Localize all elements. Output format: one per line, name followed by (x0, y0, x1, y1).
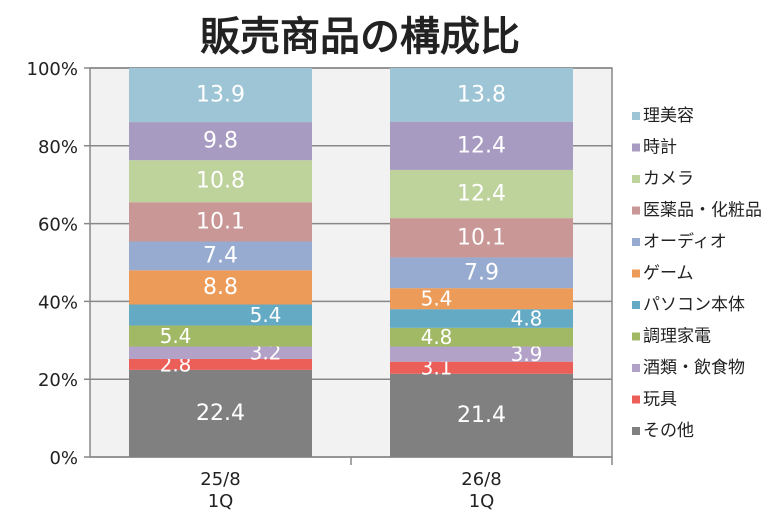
x-tick-label: 1Q (208, 491, 234, 512)
bar-segment (390, 327, 573, 347)
y-tick-label: 0% (49, 448, 78, 469)
data-label: 21.4 (457, 403, 506, 428)
bar-segment (129, 270, 312, 305)
y-tick-label: 100% (27, 59, 78, 80)
legend-swatch (632, 143, 640, 152)
legend-swatch (632, 238, 640, 246)
legend-label: 玩具 (643, 390, 677, 410)
bar-segment (129, 346, 312, 359)
data-label: 7.9 (464, 260, 499, 285)
legend-label: ゲーム (643, 264, 694, 284)
legend-swatch (632, 332, 640, 341)
bar-segment (390, 361, 573, 374)
data-label: 13.9 (196, 83, 245, 108)
data-label: 7.4 (203, 243, 238, 268)
legend-label: 酒類・飲食物 (643, 358, 745, 378)
bar-segment (129, 122, 312, 161)
bar-segment (129, 202, 312, 242)
legend-swatch (632, 206, 640, 215)
bar-segment (129, 241, 312, 271)
legend-swatch (632, 427, 640, 435)
bar-segment (390, 218, 573, 258)
bar-segment (390, 373, 573, 457)
y-tick-label: 60% (38, 215, 78, 236)
y-tick-label: 80% (38, 137, 78, 158)
x-tick-label: 1Q (469, 491, 495, 512)
data-label: 4.8 (511, 307, 543, 331)
x-tick-label: 25/8 (200, 469, 240, 490)
legend-label: 時計 (643, 138, 677, 158)
legend-label: 理美容 (643, 106, 694, 126)
bar-segment (129, 369, 312, 457)
legend-label: オーディオ (643, 231, 727, 252)
data-label: 10.1 (196, 209, 245, 234)
legend-swatch (632, 301, 640, 309)
bar-segment (129, 68, 312, 123)
legend-label: パソコン本体 (643, 295, 745, 315)
data-label: 12.4 (457, 133, 506, 158)
legend-swatch (632, 175, 640, 183)
bar-segment (390, 169, 573, 219)
legend-swatch (632, 112, 640, 120)
legend-label: その他 (643, 421, 694, 441)
legend-swatch (632, 395, 640, 404)
bar-segment (129, 325, 312, 347)
data-label: 5.4 (250, 303, 282, 327)
bar-segment (390, 288, 573, 310)
chart-title: 販売商品の構成比 (200, 14, 520, 60)
bar-segment (390, 257, 573, 289)
bar-segment (390, 309, 573, 328)
bar-segment (390, 68, 573, 122)
data-label: 22.4 (196, 401, 245, 426)
y-tick-label: 40% (38, 292, 78, 313)
data-label: 4.8 (421, 325, 453, 349)
x-tick-label: 26/8 (461, 469, 501, 490)
bar-segment (129, 160, 312, 203)
data-label: 9.8 (203, 129, 238, 154)
bar-segment (390, 121, 573, 170)
data-label: 5.4 (160, 324, 192, 348)
legend-label: カメラ (643, 169, 694, 189)
bar-segment (129, 304, 312, 326)
legend-label: 医薬品・化粧品 (643, 201, 762, 221)
data-label: 10.1 (457, 225, 506, 250)
data-label: 5.4 (421, 287, 453, 311)
bar-segment (390, 346, 573, 362)
y-tick-label: 20% (38, 370, 78, 391)
data-label: 8.8 (203, 275, 238, 300)
data-label: 12.4 (457, 182, 506, 207)
legend-label: 調理家電 (643, 327, 711, 347)
data-label: 13.8 (457, 82, 506, 107)
bar-segment (129, 358, 312, 370)
legend-swatch (632, 269, 640, 278)
data-label: 10.8 (196, 169, 245, 194)
legend-swatch (632, 364, 640, 372)
